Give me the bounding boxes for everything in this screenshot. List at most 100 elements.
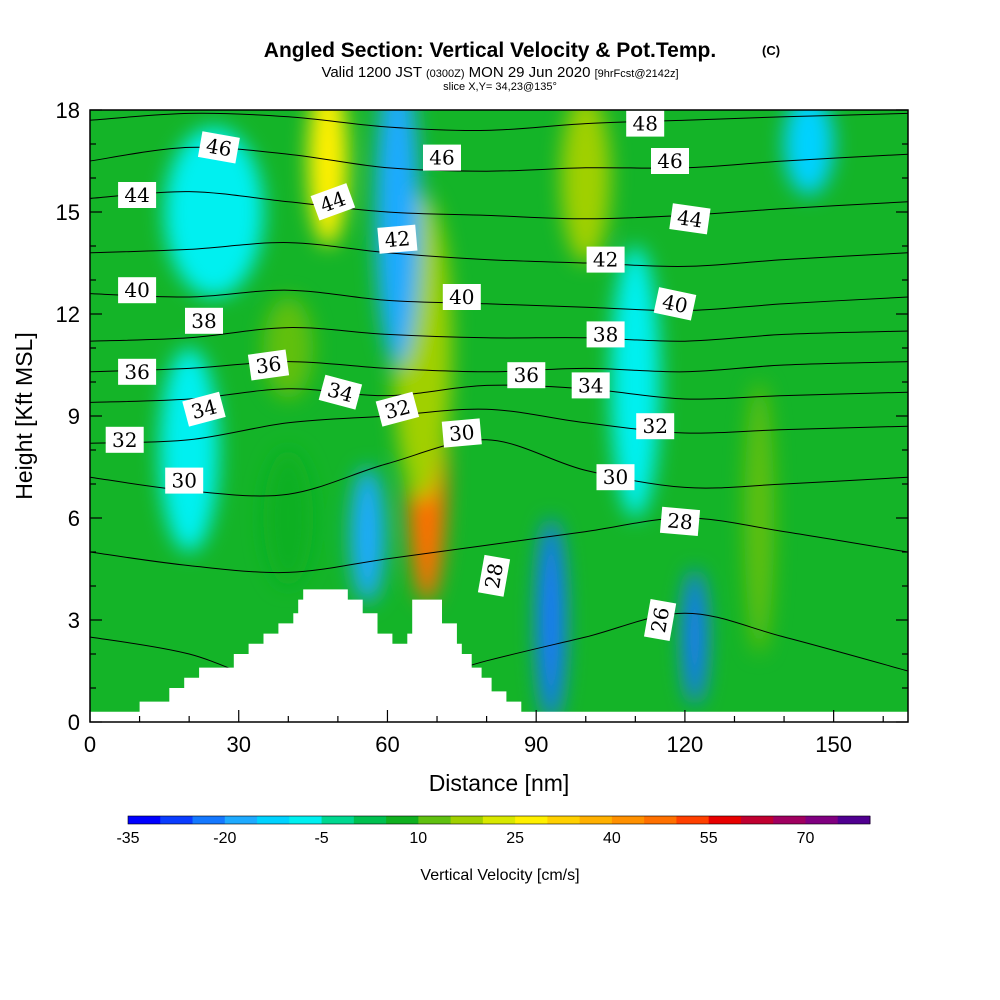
y-tick-label-12: 12	[56, 302, 80, 327]
velocity-feature-13	[610, 246, 661, 518]
terrain	[90, 589, 908, 722]
velocity-feature-16	[159, 348, 219, 552]
contour-label-box	[507, 362, 546, 389]
colorbar-segment-10	[450, 816, 484, 824]
colorbar-segment-0	[128, 816, 161, 824]
contour-label-text: 38	[191, 309, 216, 333]
colorbar-segment-6	[321, 816, 355, 824]
contour-label-box	[669, 203, 711, 235]
colorbar-tick-0: -35	[116, 830, 139, 847]
contour-label-0: 46	[197, 131, 240, 164]
forecast-info: [9hrFcst@2142z]	[595, 68, 679, 80]
contour-label-box	[318, 374, 363, 410]
contour-label-box	[571, 372, 610, 399]
contour-label-text: 26	[646, 605, 674, 634]
colorbar-segment-7	[353, 816, 387, 824]
x-axis: 0 30 60 90 120 150	[84, 710, 884, 757]
colorbar-segment-14	[579, 816, 613, 824]
contour-label-13: 38	[586, 321, 625, 348]
contour-label-box	[653, 287, 697, 321]
contour-label-27: 28	[477, 554, 511, 597]
valid-date: MON 29 Jun 2020	[469, 64, 591, 81]
theta-contour-38	[90, 327, 908, 342]
contour-label-box	[423, 144, 461, 171]
contour-label-text: 36	[124, 360, 149, 384]
contour-label-28: 26	[643, 599, 677, 641]
theta-contour-44	[90, 191, 908, 220]
colorbar-tick-1: -20	[213, 830, 236, 847]
slice-info: slice X,Y= 34,23@135°	[443, 81, 557, 93]
colorbar-tick-3: 10	[409, 830, 427, 847]
contour-label-box	[586, 321, 625, 348]
contour-label-10: 40	[442, 284, 481, 310]
contour-label-box	[310, 183, 356, 221]
contour-label-text: 40	[660, 289, 690, 318]
contour-label-box	[377, 224, 418, 254]
contour-label-text: 48	[632, 112, 657, 136]
contour-label-box	[442, 284, 481, 310]
contour-label-4: 48	[626, 110, 665, 137]
theta-contours	[90, 112, 908, 693]
contour-label-box	[596, 464, 635, 491]
theta-contour-26	[90, 612, 908, 693]
x-tick-label-90: 90	[524, 732, 548, 757]
x-tick-label-0: 0	[84, 732, 96, 757]
contour-label-5: 46	[651, 148, 689, 174]
colorbar-segment-13	[547, 816, 581, 824]
velocity-feature-8	[682, 569, 708, 705]
contour-label-text: 36	[254, 351, 283, 378]
contour-label-12: 38	[185, 307, 223, 334]
colorbar-segment-2	[192, 816, 226, 824]
contour-label-box	[636, 413, 675, 440]
velocity-feature-3	[308, 110, 348, 246]
x-tick-label-120: 120	[667, 732, 704, 757]
contour-label-box	[477, 554, 511, 597]
contour-label-15: 36	[247, 349, 290, 381]
colorbar-tick-4: 25	[506, 830, 524, 847]
contour-label-text: 46	[204, 133, 233, 161]
contour-label-text: 34	[578, 373, 603, 397]
x-tick-label-30: 30	[226, 732, 250, 757]
colorbar-segment-20	[773, 816, 806, 824]
theta-contour-34	[90, 384, 908, 403]
contour-label-box	[165, 467, 204, 494]
colorbar-segment-3	[224, 816, 258, 824]
velocity-feature-11	[560, 110, 611, 263]
contour-label-text: 30	[603, 465, 628, 489]
colorbar-tick-2: -5	[314, 830, 328, 847]
contour-label-text: 32	[642, 414, 667, 438]
contour-label-7: 42	[377, 224, 418, 254]
velocity-feature-15	[744, 382, 775, 654]
theta-contour-32	[90, 408, 908, 444]
contour-label-box	[118, 277, 157, 304]
theta-contour-40	[90, 289, 908, 312]
y-tick-label-9: 9	[68, 404, 80, 429]
colorbar-tick-6: 55	[700, 830, 718, 847]
colorbar-frame	[127, 815, 871, 825]
colorbar-segment-17	[676, 816, 710, 824]
contour-label-box	[247, 349, 290, 381]
contour-label-box	[182, 391, 226, 427]
velocity-feature-10	[263, 297, 314, 399]
contour-label-3: 46	[423, 144, 461, 171]
contour-label-box	[118, 182, 157, 208]
contour-label-24: 30	[441, 418, 482, 448]
contour-label-26: 28	[659, 506, 701, 537]
contour-label-text: 46	[429, 146, 454, 170]
contour-label-11: 40	[653, 287, 697, 321]
colorbar-segment-16	[644, 816, 677, 824]
velocity-feature-7	[536, 518, 566, 722]
contour-label-box	[185, 307, 223, 334]
contour-label-text: 36	[514, 363, 539, 387]
x-tick-label-150: 150	[815, 732, 852, 757]
contour-label-17: 34	[318, 374, 363, 410]
colorbar-tick-5: 40	[603, 830, 621, 847]
colorbar-segment-22	[837, 816, 871, 824]
contour-label-text: 40	[124, 278, 149, 302]
contour-label-text: 28	[666, 508, 693, 534]
chart-title-mark: (C)	[762, 43, 780, 58]
contour-label-25: 30	[596, 464, 635, 491]
